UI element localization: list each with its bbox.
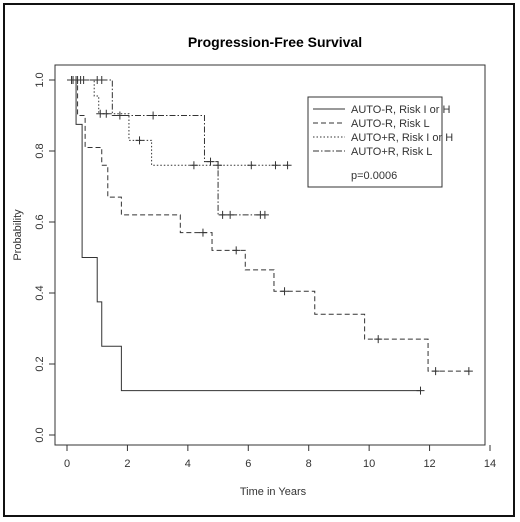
censor-mark [189,161,198,170]
km-chart: Progression-Free Survival 0 2 4 6 8 10 12 14 0.0… [12,34,496,498]
censor-mark [218,210,227,219]
censor-mark [416,386,425,395]
censor-mark [431,367,440,376]
censor-mark [374,335,383,344]
censor-mark [97,76,106,84]
x-tick-label: 2 [124,458,130,470]
x-axis-label: Time in Years [240,486,307,498]
y-tick-label: 0.0 [34,427,46,442]
legend-entry: AUTO-R, Risk L [351,118,430,130]
censor-mark [226,210,235,219]
censor-mark [280,287,289,296]
legend-entry: AUTO+R, Risk L [351,146,432,158]
x-tick-label: 6 [245,458,251,470]
legend-entry: AUTO-R, Risk I or H [351,104,450,116]
y-tick-label: 0.2 [34,356,46,371]
y-tick-label: 1.0 [34,72,46,87]
censor-mark [232,246,241,255]
legend-entry: AUTO+R, Risk I or H [351,132,453,144]
plot-area [54,64,486,446]
series-line-1 [67,79,421,392]
chart-title: Progression-Free Survival [188,34,362,50]
p-value-annotation: p=0.0006 [351,170,397,182]
x-tick-label: 8 [306,458,312,470]
series-line-4 [67,79,264,216]
censor-mark [135,136,144,145]
y-tick-label: 0.8 [34,143,46,158]
x-tick-label: 12 [423,458,435,470]
censor-mark [283,161,292,170]
y-tick-label: 0.6 [34,214,46,229]
legend-box [307,96,443,188]
censor-mark [260,210,269,219]
censor-mark [206,157,215,166]
censor-mark [115,111,124,120]
censor-mark [271,161,280,170]
y-tick-label: 0.4 [34,285,46,300]
series-line-2 [67,79,469,372]
censor-mark [102,109,111,118]
legend: AUTO-R, Risk I or H AUTO-R, Risk L AUTO+R,… [307,96,453,188]
axes: 0 2 4 6 8 10 12 14 0.0 0.2 0.4 0.6 0.8 1.0 [34,72,496,470]
series-layer [67,76,473,395]
censor-mark [198,228,207,237]
censor-mark [464,367,473,376]
chart-frame: Progression-Free Survival 0 2 4 6 8 10 12 14 0.0… [3,3,515,517]
censor-mark [149,111,158,120]
x-tick-label: 0 [64,458,70,470]
series-line-3 [67,79,288,166]
x-tick-label: 14 [484,458,496,470]
x-tick-label: 4 [185,458,191,470]
y-axis-label: Probability [12,209,24,261]
censor-mark [72,76,81,84]
censor-mark [79,76,88,84]
censor-mark [247,161,256,170]
x-tick-label: 10 [363,458,375,470]
